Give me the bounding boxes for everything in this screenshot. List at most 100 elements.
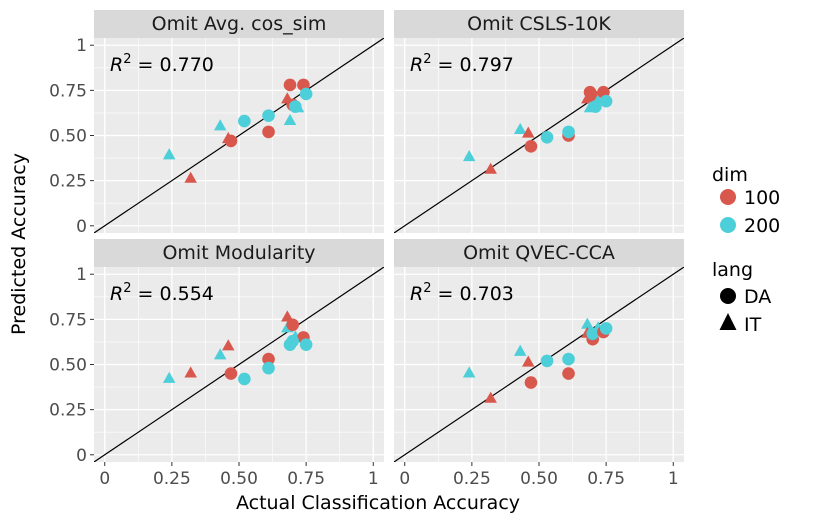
data-point-it xyxy=(162,148,176,160)
r-squared-symbol: R xyxy=(110,283,123,305)
facet-strip xyxy=(394,239,684,267)
y-tick-label: 0.25 xyxy=(49,172,87,192)
facet-panel: Omit Avg. cos_sim R2 = 0.770 0 0.25 0.50 0.75… xyxy=(49,10,384,237)
data-point-it xyxy=(184,171,197,183)
y-tick-label: 0.50 xyxy=(49,127,87,147)
facet-panel: Omit CSLS-10K R2 = 0.797 xyxy=(394,10,684,233)
legend-dim-100-label: 100 xyxy=(744,187,780,209)
r-squared-symbol: R xyxy=(410,283,423,305)
data-point-da xyxy=(224,134,238,148)
data-point-da xyxy=(262,361,275,375)
facet-strip xyxy=(94,10,384,38)
facet-strip xyxy=(94,239,384,267)
data-point-it xyxy=(513,122,527,135)
data-point-it xyxy=(283,113,297,126)
legend-dim-200-swatch xyxy=(720,217,736,233)
data-point-it xyxy=(581,317,594,329)
r-squared-value: = 0.797 xyxy=(431,54,513,76)
data-point-da xyxy=(562,125,575,139)
legend-dim-200-label: 200 xyxy=(744,215,780,237)
data-point-da xyxy=(299,87,313,101)
data-point-da xyxy=(238,372,251,386)
data-point-it xyxy=(513,344,527,356)
x-tick-label: 1 xyxy=(668,469,679,489)
x-tick-label: 1 xyxy=(368,469,379,489)
legend-lang-title: lang xyxy=(712,259,753,281)
x-tick-label: 0 xyxy=(399,469,410,489)
data-point-da xyxy=(283,78,297,92)
legend-lang-it-label: IT xyxy=(744,314,762,336)
data-point-da xyxy=(262,352,275,366)
data-point-da xyxy=(524,376,538,389)
r-squared-value: = 0.554 xyxy=(131,283,213,305)
data-point-it xyxy=(462,366,476,378)
legend-dim-title: dim xyxy=(712,164,748,186)
data-point-it xyxy=(213,348,227,360)
r-squared-annotation: R2 = 0.554 xyxy=(110,281,214,305)
r-squared-symbol: R xyxy=(110,54,123,76)
r-squared-symbol: R xyxy=(410,54,423,76)
y-tick-label: 1 xyxy=(76,265,87,285)
data-point-da xyxy=(599,94,613,108)
data-point-da xyxy=(524,140,538,153)
facet-strip-title: Omit Modularity xyxy=(162,242,315,264)
r-squared-annotation: R2 = 0.703 xyxy=(410,281,514,305)
data-point-it xyxy=(462,149,476,162)
data-point-da xyxy=(238,114,251,128)
data-point-it xyxy=(521,126,535,138)
legend-lang-it-swatch xyxy=(719,313,737,330)
y-tick-label: 0.50 xyxy=(49,356,87,376)
x-tick-label: 0.25 xyxy=(153,469,191,489)
r-squared-annotation: R2 = 0.770 xyxy=(110,52,214,76)
facet-panel: Omit Modularity R2 = 0.554 0 0.25 0.50 0.75 1 0… xyxy=(49,239,384,489)
r-squared-superscript: 2 xyxy=(123,52,131,67)
y-tick-label: 1 xyxy=(76,36,87,56)
x-tick-label: 0.50 xyxy=(520,469,558,489)
data-point-it xyxy=(291,101,305,113)
legend-lang-da-swatch xyxy=(720,288,736,304)
legend-dim-100-swatch xyxy=(720,189,736,205)
legend-lang-da-label: DA xyxy=(744,286,771,308)
facet-strip-title: Omit QVEC-CCA xyxy=(463,242,615,264)
y-tick-label: 0.75 xyxy=(49,81,87,101)
facet-strip xyxy=(394,10,684,38)
x-tick-label: 0.25 xyxy=(453,469,491,489)
data-point-da xyxy=(562,367,575,380)
y-tick-label: 0.25 xyxy=(49,401,87,421)
r-squared-superscript: 2 xyxy=(423,52,431,67)
data-point-da xyxy=(299,338,313,351)
y-tick-label: 0.75 xyxy=(49,310,87,330)
r-squared-superscript: 2 xyxy=(423,281,431,296)
x-tick-label: 0.50 xyxy=(220,469,258,489)
x-axis-title: Actual Classification Accuracy xyxy=(236,492,520,514)
data-point-it xyxy=(521,355,535,367)
data-point-it xyxy=(184,366,197,378)
data-point-it xyxy=(162,371,176,383)
facet-strip-title: Omit CSLS-10K xyxy=(467,13,611,35)
x-tick-label: 0 xyxy=(99,469,110,489)
y-axis-title: Predicted Accuracy xyxy=(8,153,30,335)
data-point-it xyxy=(221,339,235,351)
y-tick-label: 0 xyxy=(76,217,87,237)
data-point-da xyxy=(540,354,554,368)
legend: dim 100 200 lang DA IT xyxy=(712,164,780,336)
identity-reference-line xyxy=(94,38,384,233)
x-tick-label: 0.75 xyxy=(587,469,625,489)
r-squared-value: = 0.770 xyxy=(131,54,213,76)
data-point-it xyxy=(484,391,497,403)
y-tick-label: 0 xyxy=(76,446,87,466)
data-point-it xyxy=(213,119,227,131)
r-squared-superscript: 2 xyxy=(123,281,131,296)
identity-reference-line xyxy=(394,267,684,462)
data-point-da xyxy=(540,131,554,144)
data-point-it xyxy=(281,310,294,322)
identity-reference-line xyxy=(394,38,684,233)
r-squared-annotation: R2 = 0.797 xyxy=(410,52,514,76)
identity-reference-line xyxy=(94,267,384,462)
x-tick-label: 0.75 xyxy=(287,469,325,489)
data-point-da xyxy=(286,318,300,332)
data-point-da xyxy=(562,352,575,366)
data-point-da xyxy=(286,334,300,348)
